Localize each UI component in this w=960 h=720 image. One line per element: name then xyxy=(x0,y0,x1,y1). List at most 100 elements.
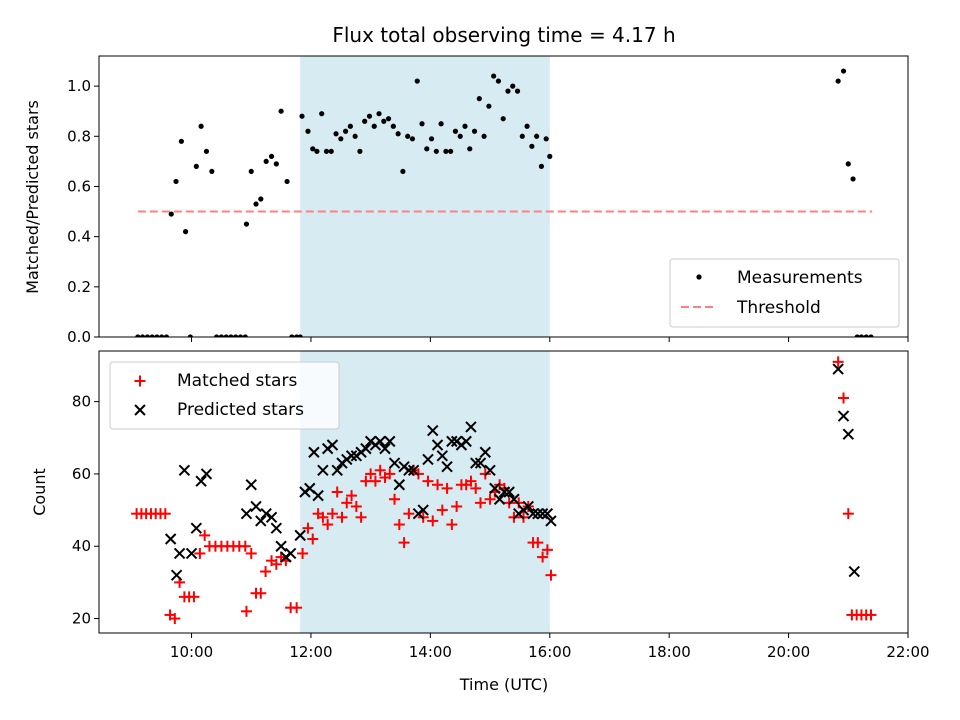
data-point xyxy=(319,111,325,117)
data-point xyxy=(159,508,171,520)
x-stroke-b xyxy=(134,404,146,416)
data-point xyxy=(144,334,150,337)
data-point xyxy=(200,468,213,480)
x-stroke-b xyxy=(190,522,203,534)
top-legend: Measurements Threshold xyxy=(669,258,900,328)
bottom-panel: 20 40 60 80 10:00 12:00 14:00 16:00 18:00 20:00 22… xyxy=(72,350,930,661)
legend-marker-matched xyxy=(134,375,146,387)
data-point xyxy=(467,146,473,152)
x-stroke-b xyxy=(388,457,401,469)
x-stroke-b xyxy=(446,435,458,448)
data-point xyxy=(838,392,850,404)
data-point xyxy=(346,490,358,502)
data-point xyxy=(438,121,444,127)
data-point xyxy=(428,136,435,142)
data-point xyxy=(403,464,415,477)
data-point xyxy=(187,334,193,337)
y-tick-label: 0.4 xyxy=(67,228,91,246)
data-point xyxy=(419,121,425,127)
data-point xyxy=(541,544,553,556)
x-stroke-b xyxy=(331,464,343,477)
chart-title: Flux total observing time = 4.17 h xyxy=(332,23,675,47)
data-point xyxy=(505,88,511,94)
data-point xyxy=(417,504,429,516)
data-point xyxy=(199,529,211,541)
data-point xyxy=(223,334,229,337)
data-point xyxy=(422,475,434,487)
x-stroke-b xyxy=(407,464,420,477)
x-tick-label: 10:00 xyxy=(170,643,213,661)
x-tick-label: 18:00 xyxy=(648,643,691,661)
data-point xyxy=(294,529,306,542)
data-point xyxy=(273,161,279,167)
data-point xyxy=(302,522,314,534)
data-point xyxy=(193,163,199,169)
data-point xyxy=(427,515,439,527)
data-point xyxy=(347,123,353,129)
data-point xyxy=(868,334,874,337)
x-stroke-b xyxy=(284,547,297,560)
data-point xyxy=(441,482,453,494)
data-point xyxy=(545,515,557,527)
x-stroke-b xyxy=(173,547,186,560)
y-tick-label: 20 xyxy=(72,610,91,628)
data-point xyxy=(345,450,358,462)
series-measurements xyxy=(135,68,874,337)
data-point xyxy=(532,537,544,549)
data-point xyxy=(255,515,267,527)
legend-label-measurements: Measurements xyxy=(737,268,863,288)
data-point xyxy=(218,334,224,337)
data-point xyxy=(185,547,198,560)
legend-frame xyxy=(109,361,340,430)
data-point xyxy=(307,533,319,545)
data-point xyxy=(545,569,557,581)
x-stroke-b xyxy=(317,464,329,477)
top-y-axis-label: Matched/Predicted stars xyxy=(23,100,42,294)
x-stroke-b xyxy=(265,511,278,524)
data-point xyxy=(524,123,530,129)
data-point xyxy=(842,508,854,520)
legend-marker-predicted xyxy=(134,404,146,416)
x-stroke-b xyxy=(508,493,520,505)
data-point xyxy=(263,158,269,164)
data-point xyxy=(446,435,458,448)
bottom-x-axis-label: Time (UTC) xyxy=(459,675,548,694)
data-point xyxy=(314,148,320,154)
data-point xyxy=(832,363,844,375)
data-point xyxy=(850,176,856,182)
data-point xyxy=(237,334,244,337)
data-point xyxy=(491,73,497,79)
data-point xyxy=(543,136,549,142)
x-stroke-b xyxy=(522,500,534,513)
data-point xyxy=(374,435,386,448)
x-stroke-b xyxy=(498,486,511,498)
x-stroke-b xyxy=(170,569,183,581)
data-point xyxy=(436,504,448,516)
data-point xyxy=(486,103,492,109)
data-point xyxy=(178,464,191,477)
x-stroke-b xyxy=(436,450,449,462)
data-point xyxy=(297,334,303,337)
x-stroke-b xyxy=(275,540,287,552)
data-point xyxy=(508,493,520,505)
x-stroke-b xyxy=(479,446,491,458)
data-point xyxy=(239,540,251,552)
x-tick-label: 12:00 xyxy=(289,643,332,661)
x-stroke-b xyxy=(832,363,844,375)
data-point xyxy=(350,500,362,512)
x-stroke-b xyxy=(345,450,358,462)
series-predicted-stars xyxy=(164,363,860,581)
plot-frame xyxy=(98,55,909,338)
data-point xyxy=(398,537,410,549)
data-point xyxy=(474,457,487,469)
data-point xyxy=(245,547,257,559)
x-stroke-b xyxy=(460,435,472,448)
data-point xyxy=(427,424,439,437)
data-point xyxy=(355,511,367,523)
data-point xyxy=(470,457,482,469)
data-point xyxy=(163,334,170,337)
data-point xyxy=(448,148,454,154)
x-stroke-b xyxy=(545,515,557,527)
x-stroke-b xyxy=(200,468,213,480)
data-point xyxy=(522,500,534,513)
